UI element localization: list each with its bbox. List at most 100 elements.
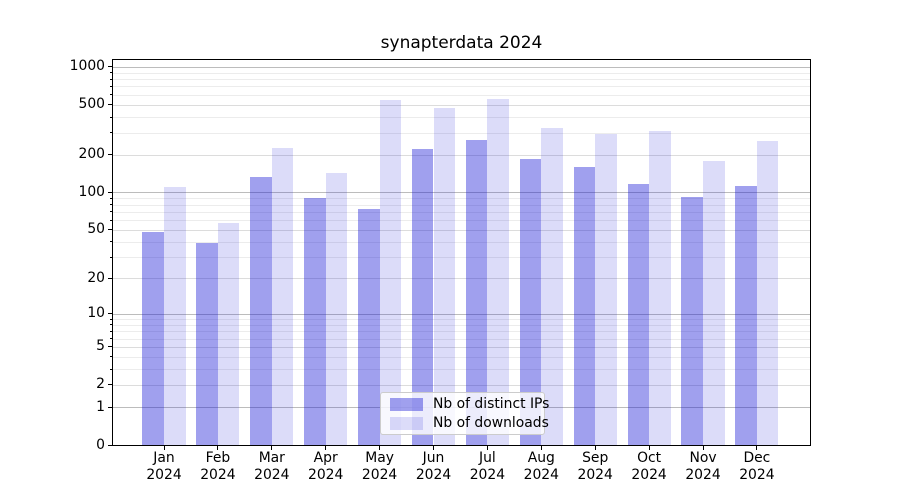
x-tick-year: 2024 [469, 466, 506, 483]
gridline-y-4 [113, 356, 810, 358]
x-tick-label-mar: Mar 2024 [244, 450, 300, 483]
gridline-y-10 [113, 313, 810, 315]
bar-ips-sep [573, 166, 596, 445]
gridline-y-400 [113, 117, 810, 118]
x-tick-label-may: May 2024 [352, 450, 408, 483]
x-tick-label-dec: Dec 2024 [729, 450, 785, 483]
bar-ips-apr [304, 198, 326, 445]
x-tick-month: Sep [582, 450, 609, 466]
gridline-y-20 [113, 278, 810, 280]
gridline-y-7 [113, 331, 810, 333]
bar-downloads-mar [271, 148, 294, 445]
bar-ips-jul [465, 140, 488, 445]
legend-swatch-icon [390, 397, 423, 411]
bar-ips-jun [411, 149, 434, 445]
bar-downloads-jul [487, 98, 509, 445]
gridline-y-9 [113, 319, 810, 320]
x-tick-year: 2024 [523, 466, 559, 483]
legend-label: Nb of downloads [433, 414, 549, 431]
bar-ips-oct [627, 184, 650, 445]
gridline-y-50 [113, 229, 810, 231]
x-tick-month: Jul [479, 450, 496, 466]
x-tick-label-aug: Aug 2024 [513, 450, 569, 483]
bar-ips-jan [142, 232, 164, 445]
legend-item: Nb of downloads [390, 415, 549, 431]
plot-area [112, 59, 811, 446]
x-tick-label-apr: Apr 2024 [298, 450, 354, 483]
bar-downloads-nov [703, 161, 725, 445]
y-tick-label-100: 100 [78, 183, 105, 200]
gridline-y-8 [113, 324, 810, 326]
y-tick-label-20: 20 [87, 269, 105, 286]
x-tick-mark [540, 446, 542, 450]
gridline-y-700 [113, 86, 810, 88]
y-tick-label-2: 2 [96, 376, 105, 393]
gridline-y-900 [113, 72, 810, 74]
bar-downloads-apr [325, 173, 348, 445]
bar-ips-may [358, 209, 380, 445]
x-tick-year: 2024 [308, 466, 344, 483]
y-tick-label-5: 5 [96, 338, 105, 355]
y-tick-label-500: 500 [78, 96, 105, 113]
bar-ips-aug [519, 159, 542, 445]
bar-downloads-may [379, 99, 402, 445]
bar-ips-feb [196, 243, 218, 445]
gridline-y-3 [113, 369, 810, 371]
x-tick-month: Aug [527, 450, 555, 466]
chart-title: synapterdata 2024 [380, 33, 543, 53]
x-tick-month: Feb [205, 450, 231, 466]
x-tick-mark [217, 446, 219, 450]
gridline-y-30 [113, 257, 810, 259]
bar-downloads-oct [649, 130, 671, 445]
gridline-y-200 [113, 154, 810, 156]
x-tick-label-oct: Oct 2024 [621, 450, 677, 483]
y-tick-label-10: 10 [87, 305, 105, 322]
gridline-y-2 [113, 384, 810, 386]
x-tick-mark [379, 446, 381, 450]
bar-ips-dec [735, 185, 757, 445]
x-tick-month: Nov [689, 450, 717, 466]
x-tick-month: Dec [743, 450, 771, 466]
x-tick-year: 2024 [254, 466, 290, 483]
x-tick-label-nov: Nov 2024 [675, 450, 731, 483]
x-tick-year: 2024 [361, 466, 398, 483]
x-tick-label-jul: Jul 2024 [459, 450, 515, 483]
x-tick-mark [433, 446, 434, 450]
x-tick-mark [648, 446, 650, 450]
bar-downloads-sep [595, 133, 617, 445]
x-tick-mark [163, 446, 165, 450]
x-tick-year: 2024 [685, 466, 721, 483]
y-tick-label-1000: 1000 [69, 58, 105, 75]
x-tick-mark [271, 446, 273, 450]
x-tick-mark [486, 446, 488, 450]
gridline-y-600 [113, 94, 810, 96]
bar-downloads-jun [433, 107, 456, 445]
x-tick-year: 2024 [200, 466, 236, 483]
x-tick-year: 2024 [577, 466, 613, 483]
gridline-y-100 [113, 192, 810, 194]
bar-downloads-jan [164, 186, 186, 445]
gridline-y-500 [113, 104, 810, 106]
x-tick-month: Jun [422, 450, 445, 466]
gridline-y-40 [113, 241, 810, 243]
gridline-y-6 [113, 338, 810, 340]
gridline-y-80 [113, 204, 810, 206]
x-tick-month: Oct [637, 450, 662, 466]
gridline-y-60 [113, 220, 810, 222]
x-tick-label-jan: Jan 2024 [136, 450, 192, 483]
legend-item: Nb of distinct IPs [390, 396, 549, 412]
bar-downloads-feb [217, 222, 240, 445]
x-tick-month: Apr [313, 450, 338, 466]
gridline-y-90 [113, 198, 810, 200]
x-tick-year: 2024 [146, 466, 182, 483]
y-tick-label-50: 50 [87, 221, 105, 238]
x-tick-year: 2024 [415, 466, 452, 483]
gridline-y-300 [113, 132, 810, 134]
legend-swatch-icon [390, 416, 423, 430]
x-tick-year: 2024 [739, 466, 775, 483]
x-tick-mark [702, 446, 704, 450]
gridline-y-5 [113, 346, 810, 348]
x-tick-month: Jan [153, 450, 175, 466]
y-tick-label-200: 200 [78, 146, 105, 163]
